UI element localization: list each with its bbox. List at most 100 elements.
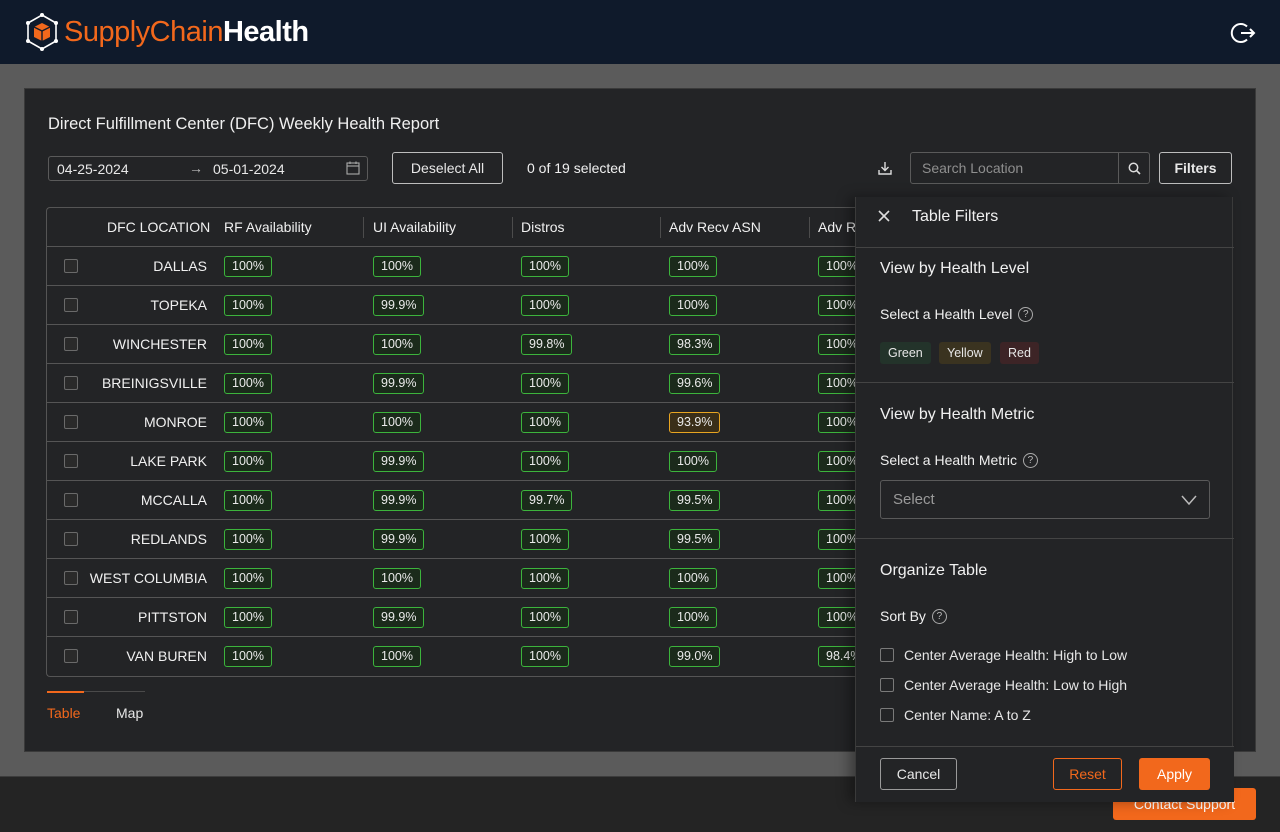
cancel-button[interactable]: Cancel	[880, 758, 957, 790]
metric-badge: 99.0%	[669, 646, 721, 667]
date-arrow-icon: →	[189, 160, 203, 176]
metric-badge: 100%	[224, 607, 272, 628]
sort-option-health-high-low[interactable]: Center Average Health: High to Low	[880, 647, 1127, 663]
metric-badge: 100%	[224, 412, 272, 433]
reset-button[interactable]: Reset	[1053, 758, 1122, 790]
checkbox[interactable]	[880, 648, 894, 662]
row-checkbox[interactable]	[64, 376, 78, 390]
deselect-all-button[interactable]: Deselect All	[392, 152, 503, 184]
metric-badge: 100%	[818, 568, 858, 589]
date-start[interactable]: 04-25-2024	[57, 160, 129, 177]
metric-badge: 100%	[818, 334, 858, 355]
drawer-title: Table Filters	[912, 208, 999, 225]
download-icon[interactable]	[878, 161, 892, 175]
column-header-adv-recv-asn[interactable]: Adv Recv ASN	[669, 219, 761, 235]
checkbox[interactable]	[880, 678, 894, 692]
row-checkbox[interactable]	[64, 571, 78, 585]
table-row[interactable]: MONROE 100% 100% 100% 93.9% 100%	[47, 403, 858, 442]
row-checkbox[interactable]	[64, 259, 78, 273]
metric-badge: 100%	[373, 256, 421, 277]
search-button[interactable]	[1118, 153, 1149, 183]
tab-table[interactable]: Table	[47, 705, 81, 721]
row-checkbox[interactable]	[64, 337, 78, 351]
app-name: SupplyChainHealth	[64, 12, 309, 52]
column-header-adv-r[interactable]: Adv R	[818, 219, 857, 235]
location-name: MCCALLA	[140, 492, 207, 508]
row-checkbox[interactable]	[64, 532, 78, 546]
organize-section-title: Organize Table	[880, 562, 988, 579]
table-row[interactable]: LAKE PARK 100% 99.9% 100% 100% 100%	[47, 442, 858, 481]
report-panel: Direct Fulfillment Center (DFC) Weekly H…	[24, 88, 1256, 752]
search-input[interactable]	[911, 153, 1117, 183]
row-checkbox[interactable]	[64, 298, 78, 312]
sort-option-name-a-z[interactable]: Center Name: A to Z	[880, 707, 1031, 723]
app-name-part1: SupplyChain	[64, 16, 223, 48]
row-checkbox[interactable]	[64, 415, 78, 429]
column-header-location[interactable]: DFC LOCATION	[107, 219, 211, 235]
selected-count: 0 of 19 selected	[527, 160, 626, 176]
date-range-picker[interactable]: 04-25-2024 → 05-01-2024	[48, 156, 368, 181]
column-header-distros[interactable]: Distros	[521, 219, 565, 235]
calendar-icon[interactable]	[346, 161, 360, 175]
metric-badge: 100%	[669, 256, 717, 277]
column-header-ui-availability[interactable]: UI Availability	[373, 219, 457, 235]
metric-badge: 100%	[818, 412, 858, 433]
tab-map[interactable]: Map	[116, 705, 144, 721]
metric-badge: 99.5%	[669, 529, 721, 550]
metric-badge: 100%	[521, 607, 569, 628]
metric-badge: 100%	[373, 334, 421, 355]
checkbox[interactable]	[880, 708, 894, 722]
table-row[interactable]: BREINIGSVILLE 100% 99.9% 100% 99.6% 100%	[47, 364, 858, 403]
table-row[interactable]: REDLANDS 100% 99.9% 100% 99.5% 100%	[47, 520, 858, 559]
column-header-rf-availability[interactable]: RF Availability	[224, 219, 312, 235]
table-row[interactable]: MCCALLA 100% 99.9% 99.7% 99.5% 100%	[47, 481, 858, 520]
metric-badge: 99.7%	[521, 490, 573, 511]
row-checkbox[interactable]	[64, 454, 78, 468]
health-level-label-text: Select a Health Level	[880, 306, 1013, 322]
app-logo[interactable]: SupplyChainHealth	[22, 12, 309, 52]
row-checkbox[interactable]	[64, 649, 78, 663]
metric-badge: 100%	[224, 451, 272, 472]
logout-icon[interactable]	[1230, 20, 1256, 46]
metric-badge: 100%	[521, 295, 569, 316]
metric-badge: 99.9%	[373, 490, 425, 511]
health-metric-select[interactable]: Select	[880, 480, 1210, 519]
metric-badge: 99.9%	[373, 373, 425, 394]
date-end[interactable]: 05-01-2024	[213, 160, 285, 177]
help-icon[interactable]: ?	[1022, 452, 1038, 468]
table-row[interactable]: WINCHESTER 100% 100% 99.8% 98.3% 100%	[47, 325, 858, 364]
sort-option-health-low-high[interactable]: Center Average Health: Low to High	[880, 677, 1127, 693]
metric-badge: 100%	[669, 451, 717, 472]
metric-badge: 100%	[224, 334, 272, 355]
table-row[interactable]: PITTSTON 100% 99.9% 100% 100% 100%	[47, 598, 858, 637]
divider	[856, 538, 1234, 539]
location-name: PITTSTON	[138, 609, 207, 625]
sort-by-label: Sort By?	[880, 608, 947, 624]
close-icon[interactable]	[877, 209, 891, 223]
metric-badge: 99.6%	[669, 373, 721, 394]
health-metric-select-value: Select	[893, 491, 935, 508]
row-checkbox[interactable]	[64, 610, 78, 624]
table-row[interactable]: TOPEKA 100% 99.9% 100% 100% 100%	[47, 286, 858, 325]
metric-badge: 99.9%	[373, 607, 425, 628]
health-level-red-chip[interactable]: Red	[1000, 342, 1039, 364]
filters-button[interactable]: Filters	[1159, 152, 1232, 184]
health-level-label: Select a Health Level?	[880, 306, 1034, 322]
help-icon[interactable]: ?	[1018, 306, 1034, 322]
table-row[interactable]: VAN BUREN 100% 100% 100% 99.0% 98.4%	[47, 637, 858, 676]
column-divider	[809, 217, 810, 238]
metric-badge: 100%	[818, 373, 858, 394]
health-level-section-title: View by Health Level	[880, 260, 1030, 277]
table-row[interactable]: WEST COLUMBIA 100% 100% 100% 100% 100%	[47, 559, 858, 598]
help-icon[interactable]: ?	[931, 608, 947, 624]
table-row[interactable]: DALLAS 100% 100% 100% 100% 100%	[47, 247, 858, 286]
row-checkbox[interactable]	[64, 493, 78, 507]
health-level-yellow-chip[interactable]: Yellow	[939, 342, 991, 364]
health-level-green-chip[interactable]: Green	[880, 342, 931, 364]
sort-option-label: Center Average Health: Low to High	[904, 677, 1128, 693]
apply-button[interactable]: Apply	[1139, 758, 1210, 790]
sort-by-label-text: Sort By	[880, 608, 926, 624]
search-box	[910, 152, 1150, 184]
table-header: DFC LOCATION RF Availability UI Availabi…	[47, 208, 858, 247]
metric-badge: 99.9%	[373, 295, 425, 316]
